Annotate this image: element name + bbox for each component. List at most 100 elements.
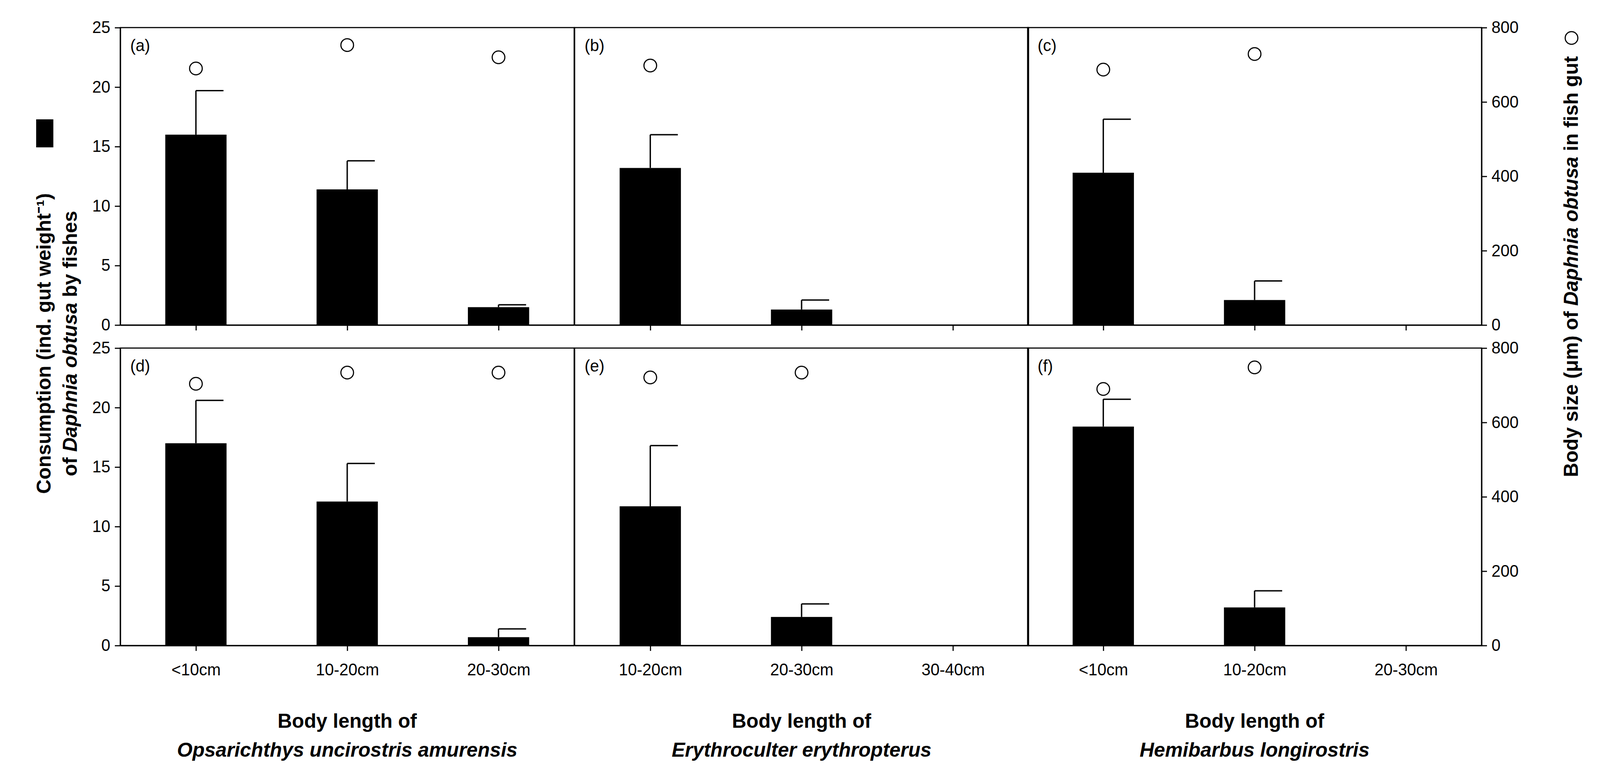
tick: 15 [92,136,121,156]
panel-label: (a) [130,36,151,55]
tick-label: 600 [1491,92,1519,112]
tick-mark [114,585,121,588]
point [1248,47,1261,61]
tick: 20 [92,398,121,417]
tick: <10cm [1078,645,1129,680]
tick: 20-30cm [467,645,531,680]
tick [801,325,803,331]
tick: 0 [1481,315,1501,335]
panel-label: (f) [1037,356,1053,376]
error-bar [498,628,527,638]
bar [467,307,530,326]
frame [120,27,575,326]
y2-axis: 0 200 400 600 800 [1481,18,1519,335]
error-bar [1103,399,1131,427]
error-line [1254,281,1256,301]
tick-label: 400 [1491,166,1519,186]
legend-swatch [36,119,54,148]
tick: 800 [1481,18,1519,37]
tick: 10-20cm [618,645,683,680]
tick-label: 0 [101,636,111,655]
error-line [1102,399,1105,427]
error-bar [347,463,375,502]
tick-mark [1103,325,1105,331]
error-line [195,400,197,444]
tick: 10-20cm [315,645,379,680]
tick-mark [1481,27,1487,29]
tick-mark [114,86,121,89]
bar [770,617,833,646]
error-bar [195,90,224,135]
error-cap [498,628,527,630]
panel: 0510152025(a) [92,18,575,335]
y-axis: 0510152025 [92,338,121,655]
tick: 5 [101,255,121,275]
x-axis [1028,325,1483,331]
tick-label: 0 [1491,315,1501,335]
point [492,51,506,64]
title-part: Consumption (ind. gut weight⁻¹) [32,193,55,494]
error-cap [347,462,375,465]
bar [619,168,682,326]
tick-label: 15 [92,457,111,477]
x-axis: 10-20cm20-30cm30-40cm [575,645,1029,680]
plot-area [165,366,530,646]
y-axis: 0510152025 [92,18,121,335]
bar [1223,300,1286,326]
tick: 10 [92,517,121,536]
tick-label: 15 [92,136,111,156]
tick: 400 [1481,487,1519,506]
legend-marker [1565,31,1578,45]
bar [316,189,378,326]
panel: 0200400600800(c) [1027,18,1519,335]
tick [195,325,197,331]
tick [498,325,500,331]
error-line [1254,590,1256,608]
tick-mark [114,324,121,326]
error-cap [347,160,375,162]
tick-label: 10-20cm [1222,660,1287,680]
plot-area [1072,361,1286,646]
error-line [649,134,652,169]
y-axis-title: of Daphnia obtusa by fishes [58,211,81,477]
tick-mark [1254,325,1256,331]
tick-mark [114,205,121,208]
x-axis [575,325,1029,331]
tick-label: 200 [1491,241,1519,260]
error-line [801,300,803,310]
error-cap [195,89,224,92]
tick-mark [1254,645,1256,652]
tick: 400 [1481,166,1519,186]
tick-label: 20 [92,77,111,97]
tick [650,325,651,331]
y2-axis: 0200400600800 [1481,338,1519,655]
tick [1406,325,1407,331]
error-bar [1254,281,1283,301]
tick-label: 10 [92,196,111,216]
title-part: Body size (μm) of [1559,305,1582,477]
tick: 0 [1481,636,1501,655]
tick: 600 [1481,413,1519,432]
bar [467,637,530,646]
error-cap [801,299,830,301]
panel-label: (d) [130,356,151,376]
tick-mark [801,645,803,652]
plot-area [165,38,530,326]
tick: 10 [92,196,121,216]
tick: 0 [101,636,121,655]
tick-mark [1481,645,1487,647]
tick-label: 600 [1491,413,1519,432]
error-bar [650,134,678,169]
panel: (b) [574,27,1029,331]
tick-mark [498,645,500,652]
panel: 10-20cm20-30cm30-40cm(e) [574,348,1029,680]
error-bar [1103,119,1131,173]
tick: 200 [1481,241,1519,260]
tick-label: 800 [1491,18,1519,37]
error-cap [801,603,830,605]
tick: 25 [92,338,121,358]
tick-mark [1405,325,1407,331]
point [1248,361,1261,374]
plot-area [1072,47,1286,326]
tick-mark [114,347,121,350]
